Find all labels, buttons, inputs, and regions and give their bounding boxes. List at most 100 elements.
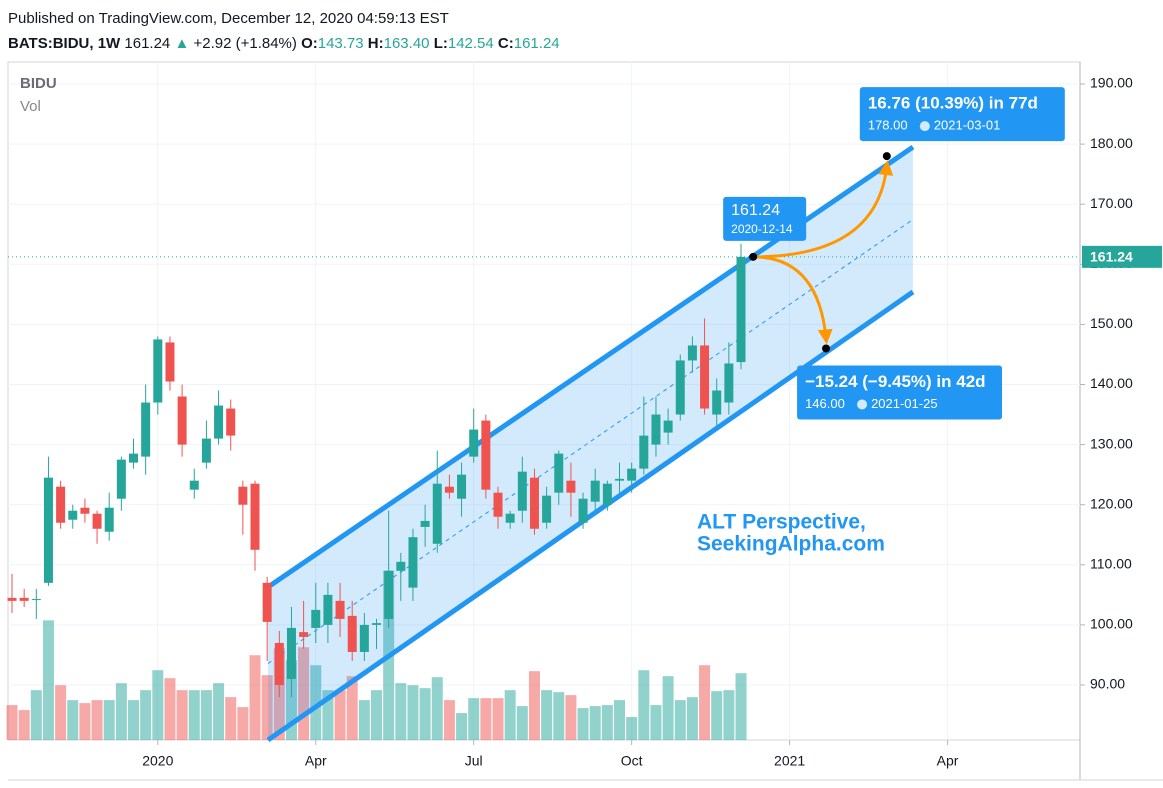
candle-body: [68, 510, 78, 520]
volume-bar: [164, 678, 176, 740]
anchor-point: [882, 152, 891, 161]
candle-body: [141, 402, 151, 457]
volume-bar: [298, 647, 310, 740]
volume-bar: [456, 713, 468, 740]
candle-body: [566, 480, 576, 493]
volume-bar: [735, 673, 747, 740]
x-tick-label: Apr: [305, 753, 327, 769]
volume-bar: [492, 698, 504, 740]
watermark: SeekingAlpha.com: [697, 533, 885, 556]
candle-body: [372, 623, 382, 625]
callout-date: 2020-12-14: [731, 222, 793, 236]
volume-bar: [443, 700, 455, 740]
volume-bar: [310, 665, 322, 740]
clock-icon: [857, 399, 868, 410]
candle-body: [189, 480, 199, 490]
volume-bar: [565, 695, 577, 740]
volume-bar: [140, 690, 152, 740]
volume-bar: [55, 685, 67, 740]
volume-bar: [91, 700, 103, 740]
candle-body: [444, 486, 454, 493]
volume-bar: [322, 690, 334, 740]
volume-bar: [103, 700, 115, 740]
volume-bar: [577, 708, 589, 740]
channel-fill: [268, 147, 913, 740]
volume-bar: [176, 690, 188, 740]
volume-bar: [699, 665, 711, 740]
x-tick-label: Oct: [621, 753, 643, 769]
candle-body: [687, 345, 697, 361]
volume-bar: [504, 690, 516, 740]
candle-body: [542, 495, 552, 523]
y-tick-label: 150.00: [1090, 315, 1133, 331]
candle-body: [7, 597, 17, 601]
volume-bar: [601, 705, 613, 740]
volume-bar: [115, 683, 127, 740]
quote-line: BATS:BIDU, 1W 161.24 ▲ +2.92 (+1.84%) O:…: [8, 31, 560, 56]
volume-bar: [674, 700, 686, 740]
candle-body: [323, 594, 333, 625]
volume-bar: [261, 675, 273, 740]
candle-body: [408, 537, 418, 588]
last: 161.24: [124, 35, 171, 52]
volume-bar: [589, 706, 601, 740]
volume-bar: [553, 692, 565, 740]
x-tick-label: Jul: [465, 753, 483, 769]
candle-body: [457, 474, 467, 499]
candle-body: [226, 408, 236, 436]
volume-bar: [42, 620, 54, 740]
volume-bar: [152, 670, 164, 740]
callout-label: 178.00: [868, 118, 908, 133]
volume-bar: [371, 690, 383, 740]
y-tick-label: 90.00: [1090, 676, 1125, 692]
candle-body: [347, 615, 357, 652]
x-tick-label: 2021: [774, 753, 805, 769]
y-tick-label: 190.00: [1090, 75, 1133, 91]
volume-bar: [285, 660, 297, 740]
volume-bar: [711, 691, 723, 740]
last-price-box: [1082, 245, 1162, 268]
callout-title: 16.76 (10.39%) in 77d: [868, 94, 1038, 113]
y-tick-label: 120.00: [1090, 495, 1133, 511]
candle-body: [92, 513, 102, 529]
close: 161.24: [513, 35, 560, 52]
candle-body: [384, 570, 394, 619]
callout-date: 2021-01-25: [871, 396, 938, 411]
projection-arrow: [753, 160, 894, 259]
volume-bar: [18, 710, 30, 740]
y-tick-label: 110.00: [1090, 556, 1132, 572]
volume-bar: [686, 697, 698, 740]
volume-bar: [480, 698, 492, 740]
candle-body: [602, 483, 612, 505]
volume-bar: [225, 697, 237, 740]
candle-body: [153, 339, 163, 403]
last-price-label: 161.24: [1090, 249, 1133, 265]
open: 143.73: [317, 35, 364, 52]
candle-body: [700, 345, 710, 409]
y-tick-label: 140.00: [1090, 375, 1133, 391]
candle-body: [529, 477, 539, 529]
callout-box: [723, 196, 807, 241]
candle-body: [286, 627, 296, 679]
high: 163.40: [383, 35, 430, 52]
l-label: L:: [433, 35, 448, 52]
volume-bar: [407, 685, 419, 740]
candle-body: [505, 513, 515, 523]
callout-box: [859, 87, 1065, 142]
candle-body: [43, 477, 53, 583]
c-label: C:: [497, 35, 514, 52]
candle-body: [31, 599, 41, 601]
candle-body: [116, 459, 126, 499]
candle-body: [274, 642, 284, 686]
volume-bar: [237, 707, 249, 740]
volume-bar: [358, 700, 370, 740]
volume-bar: [334, 690, 346, 740]
projection-arrow: [753, 255, 833, 345]
low: 142.54: [447, 35, 494, 52]
candle-body: [56, 486, 66, 523]
candle-body: [432, 483, 442, 544]
volume-bar: [128, 700, 140, 740]
volume-bar: [650, 705, 662, 740]
